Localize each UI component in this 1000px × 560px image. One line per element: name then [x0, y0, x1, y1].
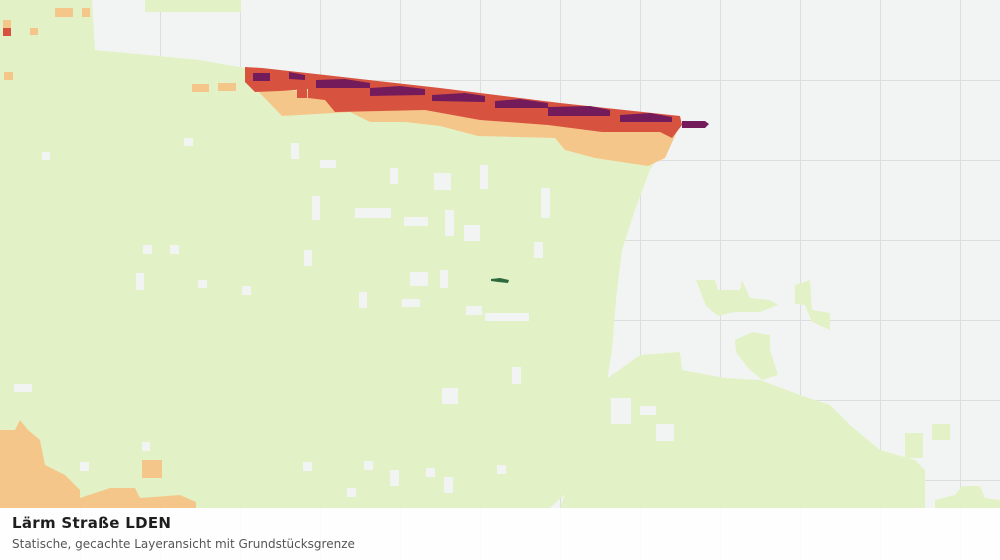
marker	[491, 278, 509, 283]
layer-subtitle: Statische, gecachte Layeransicht mit Gru…	[12, 537, 355, 551]
layer-title: Lärm Straße LDEN	[12, 514, 172, 532]
noise-very-high	[253, 72, 709, 128]
gaps	[14, 8, 859, 497]
legend-panel: Lärm Straße LDEN Statische, gecachte Lay…	[0, 508, 1000, 560]
